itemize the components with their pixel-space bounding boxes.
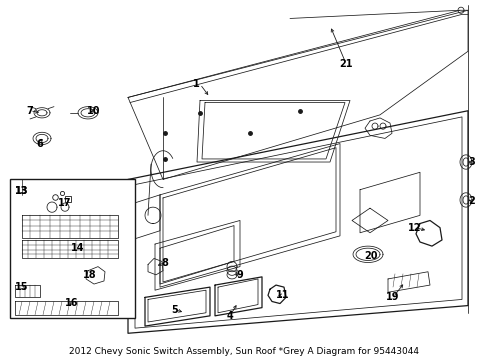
Text: 16: 16 — [65, 297, 79, 307]
Text: 12: 12 — [407, 222, 421, 233]
Text: 11: 11 — [276, 290, 289, 300]
Text: 20: 20 — [364, 251, 377, 261]
Bar — [10, 179, 135, 318]
Text: 5: 5 — [171, 305, 178, 315]
Text: 13: 13 — [15, 186, 29, 196]
Text: 15: 15 — [15, 282, 29, 292]
Text: 19: 19 — [386, 292, 399, 302]
Text: 13: 13 — [15, 186, 29, 196]
Text: 8: 8 — [161, 257, 168, 267]
Text: 7: 7 — [26, 106, 33, 116]
Text: 9: 9 — [236, 270, 243, 280]
Text: 10: 10 — [87, 106, 101, 116]
Text: 14: 14 — [71, 243, 84, 253]
Text: 2: 2 — [468, 196, 474, 206]
Text: 3: 3 — [468, 157, 474, 167]
Text: 4: 4 — [226, 311, 233, 321]
Text: 17: 17 — [58, 198, 72, 208]
Text: 21: 21 — [339, 59, 352, 68]
Text: 2012 Chevy Sonic Switch Assembly, Sun Roof *Grey A Diagram for 95443044: 2012 Chevy Sonic Switch Assembly, Sun Ro… — [69, 347, 419, 356]
Text: 6: 6 — [37, 139, 43, 149]
Text: 1: 1 — [192, 79, 199, 89]
Text: 18: 18 — [83, 270, 97, 280]
